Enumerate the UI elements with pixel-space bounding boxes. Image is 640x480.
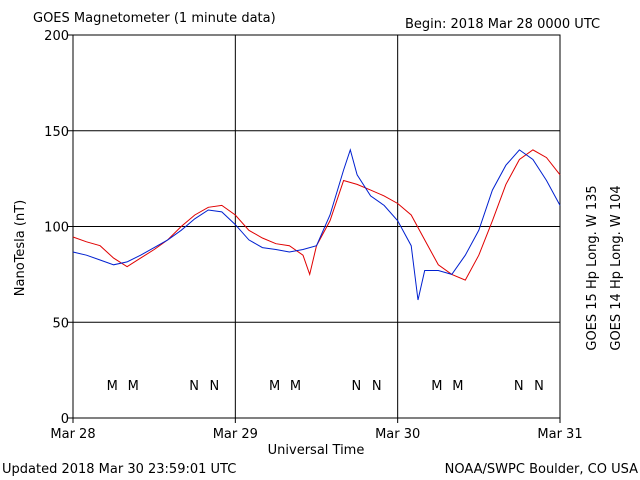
local-time-marker: M: [128, 379, 139, 394]
legend-entry: GOES 15 Hp Long. W 135: [585, 185, 600, 350]
x-tick-label: Mar 30: [375, 427, 420, 442]
y-tick-label: 200: [44, 29, 69, 44]
y-tick-label: 150: [44, 125, 69, 140]
local-time-marker: N: [189, 379, 199, 394]
local-time-marker: N: [352, 379, 362, 394]
x-tick-label: Mar 29: [213, 427, 258, 442]
local-time-marker: M: [290, 379, 301, 394]
x-tick-label: Mar 31: [537, 427, 582, 442]
x-tick-label: Mar 28: [50, 427, 95, 442]
chart-subtitle: Begin: 2018 Mar 28 0000 UTC: [405, 17, 600, 32]
footer-left: Updated 2018 Mar 30 23:59:01 UTC: [2, 462, 236, 477]
local-time-marker: M: [107, 379, 118, 394]
local-time-marker: N: [514, 379, 524, 394]
local-time-marker: M: [452, 379, 463, 394]
x-axis-label: Universal Time: [268, 443, 365, 458]
chart-title: GOES Magnetometer (1 minute data): [33, 11, 276, 26]
local-time-marker: M: [431, 379, 442, 394]
local-time-marker: M: [269, 379, 280, 394]
y-axis-label: NanoTesla (nT): [13, 200, 28, 296]
y-tick-label: 50: [52, 316, 69, 331]
footer-right: NOAA/SWPC Boulder, CO USA: [445, 462, 638, 477]
legend-entry: GOES 14 Hp Long. W 104: [609, 185, 624, 350]
local-time-marker: N: [372, 379, 382, 394]
series-line: [72, 148, 561, 301]
y-tick-label: 0: [61, 412, 69, 427]
local-time-marker: N: [534, 379, 544, 394]
series-line: [72, 149, 561, 281]
y-tick-label: 100: [44, 221, 69, 236]
local-time-marker: N: [209, 379, 219, 394]
